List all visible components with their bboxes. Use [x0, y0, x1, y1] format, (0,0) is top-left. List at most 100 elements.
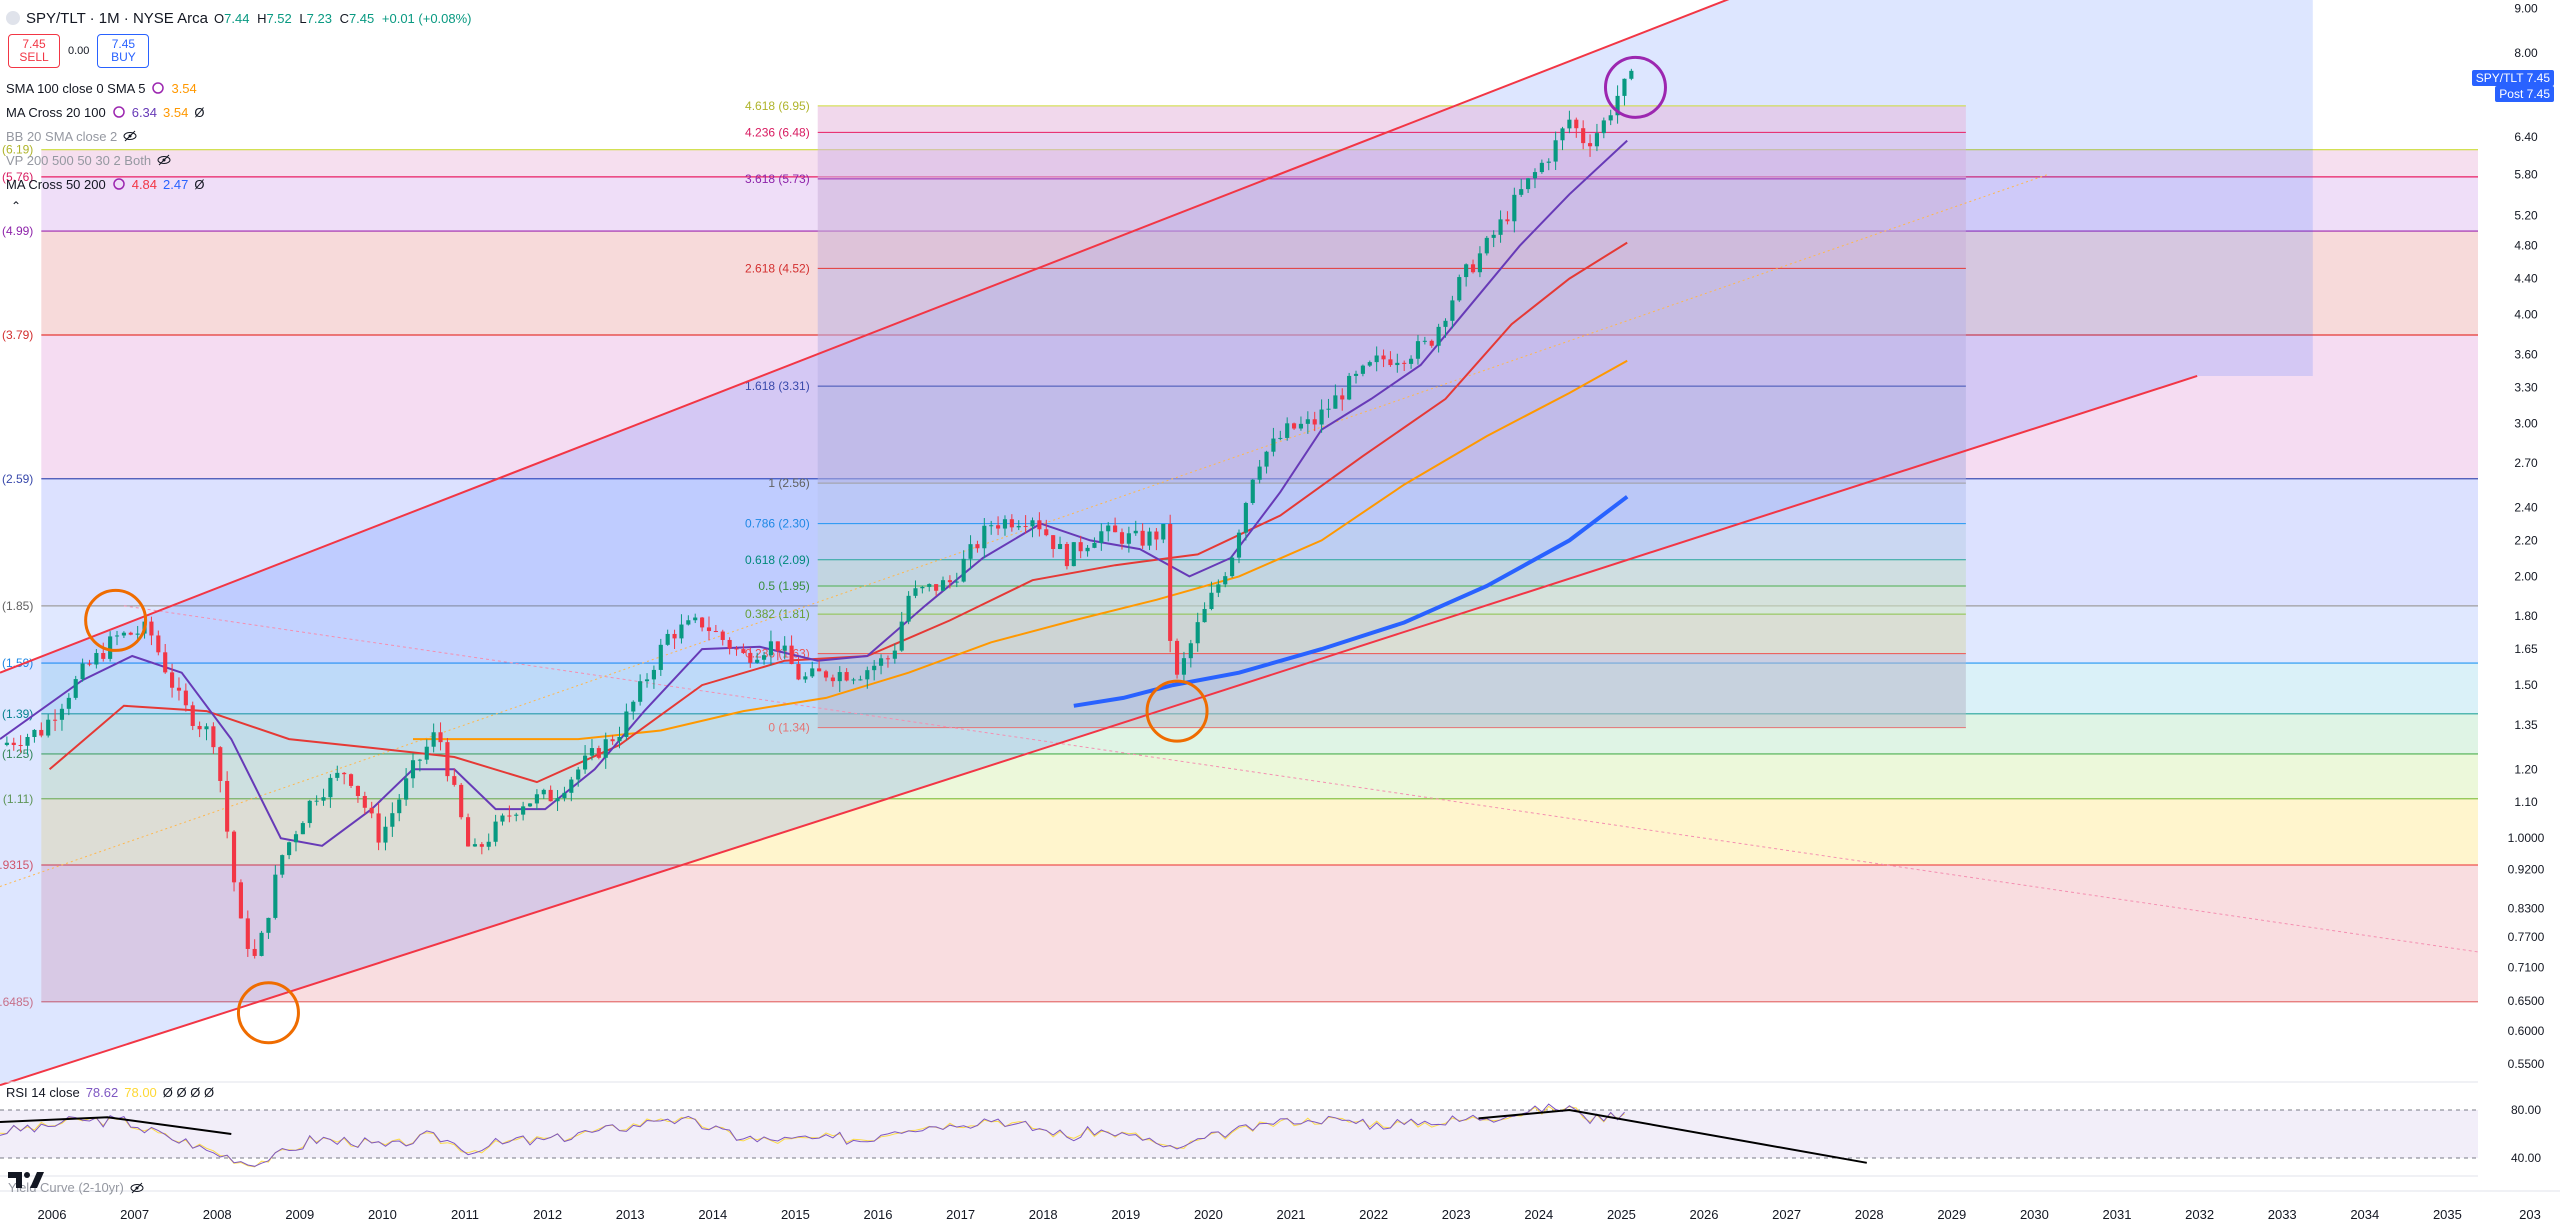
- candle-body: [1271, 438, 1276, 452]
- candle-body: [1333, 395, 1338, 409]
- symbol-title[interactable]: SPY/TLT · 1M · NYSE Arca: [26, 9, 208, 27]
- indicator-row[interactable]: MA Cross 20 100 6.34 3.54 Ø: [6, 100, 476, 124]
- x-tick-label: 2017: [946, 1207, 975, 1222]
- fib-right-label: 2.618 (4.52): [745, 261, 810, 275]
- candle-body: [651, 669, 656, 680]
- candle-body: [431, 732, 436, 747]
- indicator-name[interactable]: MA Cross 50 200: [6, 176, 106, 192]
- candle-body: [1567, 119, 1572, 129]
- candle-body: [1360, 365, 1365, 374]
- candle-body: [982, 525, 987, 549]
- candle-body: [190, 705, 195, 726]
- candle-body: [1477, 253, 1482, 273]
- candle-body: [1374, 355, 1379, 363]
- candle-body: [1216, 584, 1221, 593]
- rsi-value: 78.62: [85, 1085, 119, 1100]
- symbol-row: SPY/TLT · 1M · NYSE Arca O7.44 H7.52 L7.…: [6, 6, 476, 30]
- candle-body: [1560, 128, 1565, 141]
- candle-body: [989, 525, 994, 527]
- candle-body: [238, 882, 243, 919]
- y-tick-label: 4.80: [2514, 239, 2538, 253]
- x-tick-label: 2012: [533, 1207, 562, 1222]
- candle-body: [245, 918, 250, 949]
- rsi-name[interactable]: RSI 14 close: [6, 1085, 80, 1100]
- y-tick-label: 0.7700: [2508, 930, 2545, 944]
- rsi-tick-label: 80.00: [2511, 1103, 2541, 1117]
- indicator-name[interactable]: MA Cross 20 100: [6, 104, 106, 120]
- fib-left-label: 0.786 (1.59): [0, 656, 33, 670]
- link-icon[interactable]: [151, 81, 165, 95]
- candle-body: [1422, 340, 1427, 342]
- candle-body: [927, 584, 932, 587]
- candle-body: [259, 932, 264, 956]
- candle-body: [583, 755, 588, 770]
- indicator-row[interactable]: SMA 100 close 0 SMA 5 3.54: [6, 76, 476, 100]
- x-tick-label: 2029: [1937, 1207, 1966, 1222]
- buy-button[interactable]: 7.45 BUY: [97, 34, 150, 68]
- candle-body: [1594, 133, 1599, 147]
- candle-body: [679, 624, 684, 639]
- eye-crossed-icon[interactable]: [157, 153, 171, 167]
- candle-body: [383, 826, 388, 843]
- fib-left-label: 0.5 (1.25): [0, 747, 33, 761]
- candle-body: [541, 789, 546, 795]
- candle-body: [280, 855, 285, 875]
- x-tick-label: 2007: [120, 1207, 149, 1222]
- ohlc-change: +0.01 (+0.08%): [381, 10, 472, 26]
- candle-body: [1415, 341, 1421, 359]
- annotation-circle: [236, 981, 300, 1045]
- candle-body: [1209, 592, 1214, 609]
- candle-body: [1078, 542, 1083, 552]
- indicator-value: 4.84: [131, 176, 158, 192]
- candle-body: [369, 807, 374, 814]
- candle-body: [665, 633, 670, 645]
- sell-button[interactable]: 7.45 SELL: [8, 34, 60, 68]
- candle-body: [1099, 531, 1104, 543]
- indicator-name[interactable]: SMA 100 close 0 SMA 5: [6, 80, 146, 96]
- link-icon-ring: [152, 82, 165, 94]
- x-tick-label: 2025: [1607, 1207, 1636, 1222]
- fib-right-band: [817, 614, 1966, 654]
- indicator-name[interactable]: BB 20 SMA close 2: [6, 128, 118, 144]
- candle-body: [1353, 373, 1359, 376]
- candle-body: [1608, 115, 1613, 121]
- y-tick-label: 1.20: [2514, 762, 2538, 776]
- candle-body: [810, 668, 815, 677]
- fib-left-label: 0.236 (0.9315): [0, 858, 33, 872]
- rsi-pane: 80.00 40.00: [0, 1081, 2541, 1177]
- spread-value: 0.00: [68, 44, 90, 57]
- candle-body: [1450, 300, 1455, 321]
- candle-body: [1388, 359, 1393, 366]
- candle-body: [644, 679, 650, 682]
- dotted-trend-line: [0, 173, 2049, 887]
- candle-body: [906, 595, 911, 622]
- candle-body: [1402, 362, 1407, 364]
- indicator-row[interactable]: BB 20 SMA close 2: [6, 124, 476, 148]
- indicator-row[interactable]: MA Cross 50 200 4.84 2.47 Ø: [6, 172, 476, 196]
- eye-crossed-icon[interactable]: [123, 129, 137, 143]
- indicator-name[interactable]: VP 200 500 50 30 2 Both: [6, 152, 152, 168]
- x-tick-label: 2028: [1855, 1207, 1884, 1222]
- eye-crossed-icon[interactable]: [130, 1181, 144, 1195]
- candle-body: [631, 701, 636, 712]
- rsi-extras: Ø Ø Ø Ø: [162, 1085, 215, 1100]
- link-icon[interactable]: [112, 177, 126, 191]
- collapse-legend-button[interactable]: ⌃: [10, 199, 22, 213]
- fib-right-label: 4.236 (6.48): [745, 125, 810, 139]
- candle-body: [830, 677, 835, 682]
- candle-body: [1002, 519, 1008, 529]
- x-tick-label: 2022: [1359, 1207, 1388, 1222]
- indicator-row[interactable]: VP 200 500 50 30 2 Both: [6, 148, 476, 172]
- candle-body: [934, 584, 939, 591]
- buy-price: 7.45: [111, 37, 136, 51]
- candle-body: [321, 797, 326, 801]
- candle-body: [362, 796, 367, 808]
- x-tick-label: 2008: [203, 1207, 232, 1222]
- link-icon[interactable]: [112, 105, 126, 119]
- candle-body: [865, 670, 870, 680]
- candle-body: [610, 739, 615, 742]
- x-tick-label: 2019: [1111, 1207, 1140, 1222]
- candle-body: [1106, 525, 1111, 532]
